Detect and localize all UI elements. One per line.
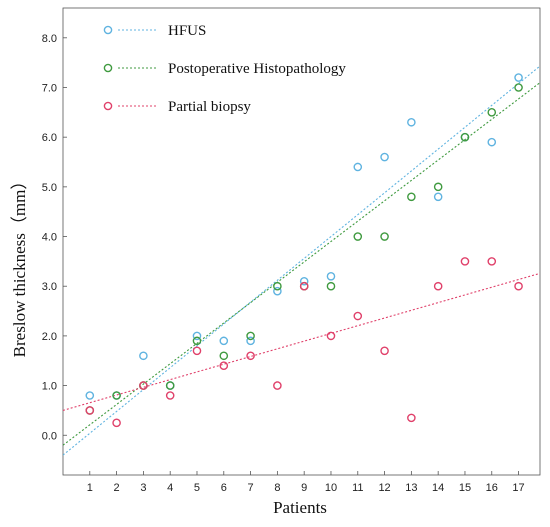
data-point [487,108,497,117]
data-point [192,346,202,356]
data-point [139,351,148,361]
data-point [326,271,336,281]
y-tick-label: 7.0 [42,82,57,94]
data-point [192,336,202,346]
data-point [192,331,202,341]
x-tick-label: 9 [301,482,307,494]
x-tick-label: 7 [248,482,254,494]
data-point [85,406,95,415]
x-tick-label: 16 [486,482,498,494]
x-tick-label: 17 [512,482,524,494]
x-tick-label: 3 [140,482,146,494]
y-tick-label: 5.0 [42,182,57,194]
data-point [299,281,309,291]
x-tick-label: 12 [378,482,390,494]
data-point [165,381,175,390]
data-point [460,132,470,142]
data-point [353,311,363,321]
data-point [380,232,389,241]
data-point [273,281,282,291]
legend-marker [103,25,113,35]
data-point [353,232,363,241]
legend-marker [103,101,113,111]
legend-label: Partial biopsy [168,99,251,115]
x-tick-label: 13 [405,482,417,494]
data-point [460,257,470,266]
trend-line [63,65,540,456]
data-point [487,137,497,147]
x-tick-label: 6 [221,482,227,494]
data-point [514,83,523,92]
data-point [165,391,175,400]
data-point [219,336,229,346]
x-tick-label: 14 [432,482,444,494]
x-tick-label: 8 [274,482,280,494]
x-tick-label: 2 [114,482,120,494]
y-tick-label: 6.0 [42,132,57,144]
x-tick-label: 15 [459,482,471,494]
y-tick-label: 2.0 [42,331,57,343]
data-point [353,162,363,172]
legend: HFUS Postoperative Histopathology Partial … [103,23,346,115]
plot-frame [62,7,541,476]
data-point [487,257,497,266]
data-point [326,281,336,291]
x-tick-label: 1 [87,482,93,494]
x-axis-label: Patients [273,498,327,517]
data-point [85,391,95,400]
data-point [407,192,416,202]
data-point [112,418,121,428]
y-tick-label: 0.0 [42,430,57,442]
data-point [407,117,416,127]
y-tick-label: 8.0 [42,33,57,45]
y-tick-label: 3.0 [42,281,57,293]
data-point [273,286,282,296]
x-tick-label: 11 [352,482,363,494]
x-tick-label: 5 [194,482,200,494]
data-point [299,276,309,286]
x-tick-label: 4 [167,482,173,494]
data-point [380,152,389,162]
data-point [219,351,229,361]
data-point [273,381,282,390]
y-tick-label: 4.0 [42,232,57,244]
data-points [85,73,523,428]
trend-lines [63,65,540,456]
y-axis-label: Breslow thickness（mm） [10,173,29,358]
data-point [246,336,255,346]
data-point [112,391,121,400]
legend-label: Postoperative Histopathology [168,61,346,77]
data-point [326,331,336,341]
legend-marker [103,63,113,73]
data-point [514,281,523,291]
data-point [139,381,148,390]
data-point [514,73,523,82]
data-point [407,413,416,423]
legend-label: HFUS [168,23,206,39]
data-point [433,281,443,291]
data-point [246,331,255,341]
axes: 0.01.02.03.04.05.06.07.08.01 2 3 4 5 6 7 8 9 10 11… [42,33,525,494]
x-tick-label: 10 [325,482,337,494]
data-point [433,182,443,192]
data-point [433,192,443,202]
plot-area [62,7,541,476]
data-point [219,361,229,371]
trend-line [63,272,540,411]
y-tick-label: 1.0 [42,381,57,393]
data-point [246,351,255,361]
data-point [380,346,389,356]
